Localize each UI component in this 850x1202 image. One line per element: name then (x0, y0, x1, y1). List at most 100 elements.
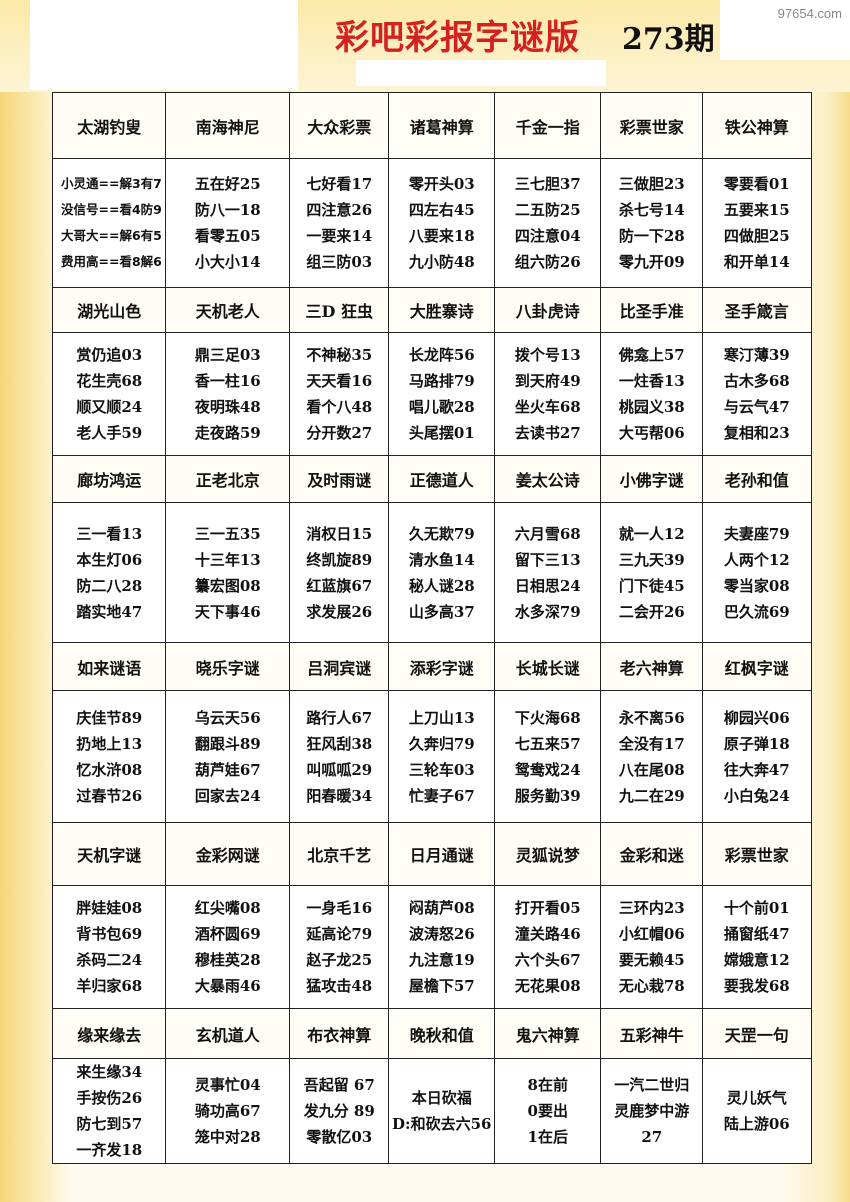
cell-line: 三环内23 (618, 899, 685, 918)
header-cell: 吕洞宾谜 (289, 642, 390, 692)
cell-line: 服务勤39 (514, 786, 581, 805)
cell-line: 七好看17 (306, 175, 373, 194)
content-cell: 三环内23 小红帽06 要无赖45 无心栽78 (600, 885, 704, 1010)
header-cell: 廊坊鸿运 (52, 455, 167, 504)
header-cell: 铁公神算 (702, 92, 812, 160)
cell-line: 永不离56 (618, 708, 685, 727)
white-box (720, 0, 850, 60)
cell-line: 骑功高67 (194, 1101, 261, 1120)
content-cell: 佛龛上57 一炷香13 桃园义38 大丐帮06 (600, 332, 704, 457)
content-cell: 消权日15 终凯旋89 红蓝旗67 求发展26 (289, 502, 390, 644)
header-cell: 红枫字谜 (702, 642, 812, 692)
content-cell: 来生缘34 手按伤26 防七到57 一齐发18 (52, 1058, 167, 1164)
cell-line: 纂宏图08 (194, 576, 261, 595)
header-cell: 彩票世家 (702, 822, 812, 887)
cell-line: 背书包69 (76, 925, 143, 944)
content-cell: 打开看05 潼关路46 六个头67 无花果08 (494, 885, 602, 1010)
content-cell: 鼎三足03 香一柱16 夜明珠48 走夜路59 (165, 332, 291, 457)
cell-line: 小大小14 (194, 253, 261, 272)
cell-line: 古木多68 (723, 372, 790, 391)
cell-line: 三轮车03 (408, 760, 475, 779)
cell-line: 0要出 (527, 1101, 568, 1120)
cell-line: 九小防48 (408, 253, 475, 272)
cell-line: 求发展26 (306, 602, 373, 621)
cell-line: 看零五05 (194, 227, 261, 246)
cell-line: 和开单14 (723, 253, 790, 272)
cell-line: 潼关路46 (514, 925, 581, 944)
cell-line: 门下徒45 (618, 576, 685, 595)
header-cell: 湖光山色 (52, 287, 167, 334)
content-cell: 就一人12 三九天39 门下徒45 二会开26 (600, 502, 704, 644)
cell-line: 天天看16 (306, 372, 373, 391)
cell-line: 零九开09 (618, 253, 685, 272)
header-cell: 长城长谜 (494, 642, 602, 692)
cell-line: 日相思24 (514, 576, 581, 595)
cell-line: 屋檐下57 (408, 977, 475, 996)
header-cell: 及时雨谜 (289, 455, 390, 504)
cell-line: 翻跟斗89 (194, 734, 261, 753)
cell-line: 三做胆23 (618, 175, 685, 194)
cell-line: 回家去24 (194, 786, 261, 805)
content-cell: 下火海68 七五来57 鸳鸯戏24 服务勤39 (494, 690, 602, 824)
content-cell: 久无欺79 清水鱼14 秘人谜28 山多高37 (388, 502, 496, 644)
header-cell: 姜太公诗 (494, 455, 602, 504)
cell-line: 一要来14 (306, 227, 373, 246)
cell-line: 留下三13 (514, 550, 581, 569)
cell-line: 一身毛16 (306, 899, 373, 918)
cell-line: 猛攻击48 (306, 977, 373, 996)
cell-line: 红蓝旗67 (306, 576, 373, 595)
cell-line: 花生壳68 (76, 372, 143, 391)
cell-line: 手按伤26 (76, 1088, 143, 1107)
content-cell: 拨个号13 到天府49 坐火车68 去读书27 (494, 332, 602, 457)
cell-line: 8在前 (527, 1075, 568, 1094)
cell-line: 发九分 89 (303, 1101, 375, 1120)
cell-line: 零开头03 (408, 175, 475, 194)
cell-line: 十三年13 (194, 550, 261, 569)
cell-line: 无心栽78 (618, 977, 685, 996)
cell-line: 四注意26 (306, 201, 373, 220)
cell-line: 香一柱16 (194, 372, 261, 391)
content-cell: 夫妻座79 人两个12 零当家08 巴久流69 (702, 502, 812, 644)
cell-line: 酒杯圆69 (194, 925, 261, 944)
header-cell: 日月通谜 (388, 822, 496, 887)
cell-line: 四做胆25 (723, 227, 790, 246)
cell-line: 天下事46 (194, 602, 261, 621)
cell-line: 到天府49 (514, 372, 581, 391)
header-cell: 添彩字谜 (388, 642, 496, 692)
cell-line: 小红帽06 (618, 925, 685, 944)
cell-line: 六月雪68 (514, 524, 581, 543)
cell-line: 四注意04 (514, 227, 581, 246)
content-cell: 闷葫芦08 波涛怒26 九注意19 屋檐下57 (388, 885, 496, 1010)
cell-line: 头尾摆01 (408, 424, 475, 443)
content-cell: 三一五35 十三年13 纂宏图08 天下事46 (165, 502, 291, 644)
watermark: 97654.com (777, 6, 842, 21)
cell-line: 七五来57 (514, 734, 581, 753)
cell-line: 吾起留 67 (303, 1075, 375, 1094)
cell-line: 打开看05 (514, 899, 581, 918)
cell-line: 本生灯06 (76, 550, 143, 569)
content-cell: 一汽二世归 灵鹿梦中游 27 (600, 1058, 704, 1164)
header-cell: 南海神尼 (165, 92, 291, 160)
header-cell: 五彩神牛 (600, 1008, 704, 1060)
cell-line: 人两个12 (723, 550, 790, 569)
header-cell: 正德道人 (388, 455, 496, 504)
header-cell: 如来谜语 (52, 642, 167, 692)
content-cell: 庆佳节89 扔地上13 忆水浒08 过春节26 (52, 690, 167, 824)
cell-line: 赵子龙25 (306, 951, 373, 970)
cell-line: 一齐发18 (76, 1140, 143, 1159)
cell-line: 顺又顺24 (76, 398, 143, 417)
cell-line: 阳春暖34 (306, 786, 373, 805)
content-cell: 三做胆23 杀七号14 防一下28 零九开09 (600, 158, 704, 289)
header-cell: 天罡一句 (702, 1008, 812, 1060)
header-cell: 圣手箴言 (702, 287, 812, 334)
cell-line: 灵鹿梦中游 (614, 1101, 690, 1120)
cell-line: 五在好25 (194, 175, 261, 194)
cell-line: 复相和23 (723, 424, 790, 443)
content-cell: 灵儿妖气 陆上游06 (702, 1058, 812, 1164)
cell-line: 防二八28 (76, 576, 143, 595)
content-cell: 胖娃娃08 背书包69 杀码二24 羊归家68 (52, 885, 167, 1010)
cell-line: 本日砍福 (411, 1088, 472, 1107)
content-cell: 柳园兴06 原子弹18 往大奔47 小白兔24 (702, 690, 812, 824)
cell-line: 长龙阵56 (408, 346, 475, 365)
